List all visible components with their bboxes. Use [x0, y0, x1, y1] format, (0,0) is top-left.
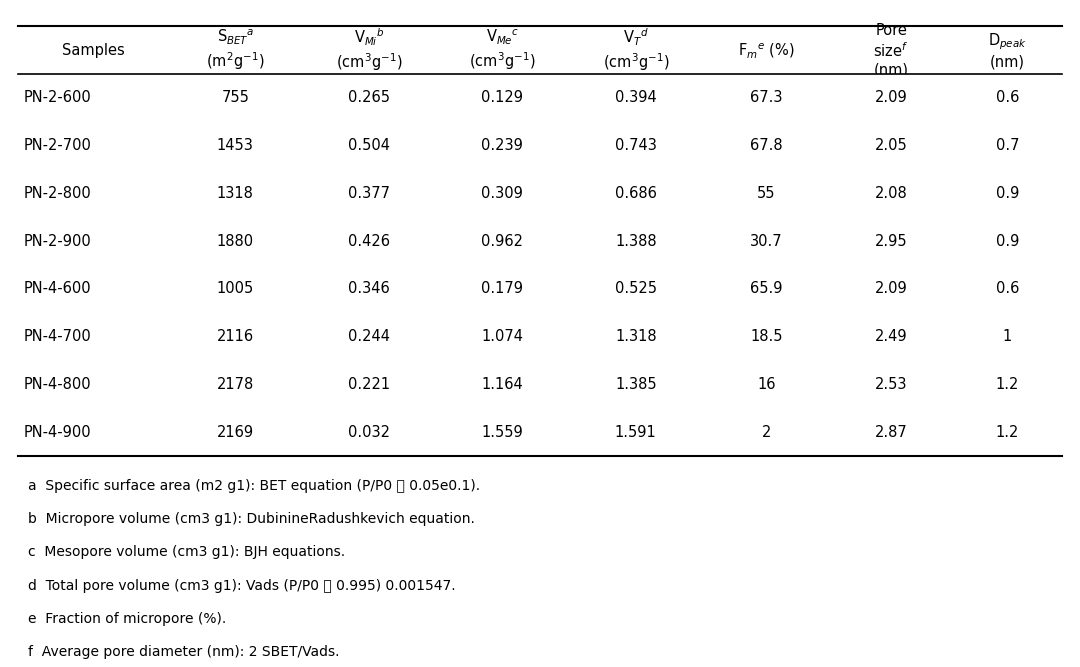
Text: c  Mesopore volume (cm3 g1): BJH equations.: c Mesopore volume (cm3 g1): BJH equation…	[28, 546, 346, 560]
Text: e  Fraction of micropore (%).: e Fraction of micropore (%).	[28, 612, 227, 626]
Text: d  Total pore volume (cm3 g1): Vads (P/P0 ⩲ 0.995) 0.001547.: d Total pore volume (cm3 g1): Vads (P/P0…	[28, 579, 456, 593]
Text: f  Average pore diameter (nm): 2 SBET/Vads.: f Average pore diameter (nm): 2 SBET/Vad…	[28, 646, 340, 660]
Text: b  Micropore volume (cm3 g1): DubinineRadushkevich equation.: b Micropore volume (cm3 g1): DubinineRad…	[28, 512, 475, 526]
Text: a  Specific surface area (m2 g1): BET equation (P/P0 ⩲ 0.05e0.1).: a Specific surface area (m2 g1): BET equ…	[28, 479, 481, 492]
